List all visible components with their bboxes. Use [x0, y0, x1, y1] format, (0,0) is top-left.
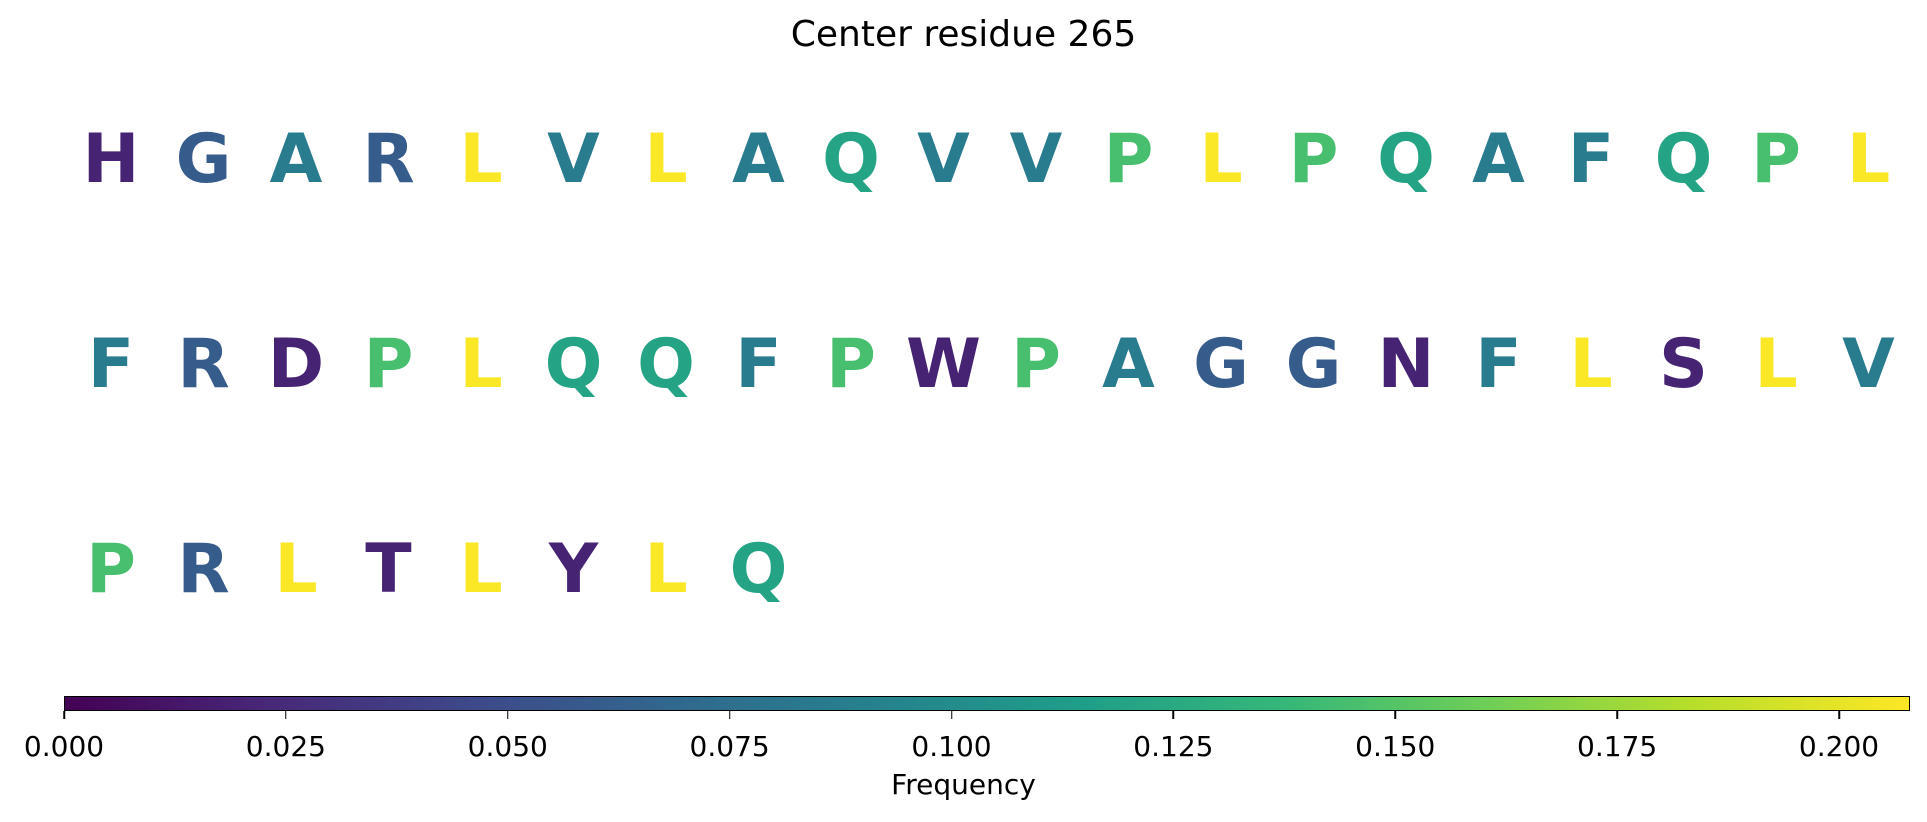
colorbar-tick: [285, 711, 287, 719]
colorbar-tick: [1394, 711, 1396, 719]
colorbar-tick-label: 0.200: [1798, 730, 1880, 763]
colorbar-tick-label: 0.025: [245, 730, 326, 763]
residue-letter: P: [1751, 120, 1801, 199]
residue-letter: H: [82, 120, 140, 199]
residue-letter: W: [905, 325, 982, 404]
colorbar-tick-label: 0.100: [911, 730, 992, 763]
residue-letter: S: [1659, 325, 1708, 404]
residue-letter: L: [274, 530, 318, 609]
residue-letter: Q: [544, 325, 603, 404]
colorbar-tick: [1616, 711, 1618, 719]
colorbar-tick: [63, 711, 65, 719]
colorbar: [64, 696, 1910, 711]
residue-letter: P: [1288, 120, 1339, 199]
residue-letter: R: [362, 120, 415, 199]
residue-letter: P: [86, 530, 136, 609]
residue-letter: F: [87, 325, 135, 404]
residue-letter: L: [459, 325, 503, 404]
residue-letter: F: [1475, 325, 1522, 404]
residue-letter: A: [1102, 325, 1155, 404]
residue-letter: Q: [822, 120, 880, 199]
colorbar-tick-label: 0.150: [1355, 730, 1436, 763]
residue-letter: V: [547, 120, 600, 199]
residue-letter: Q: [729, 530, 788, 609]
colorbar-tick-label: 0.075: [689, 730, 770, 763]
colorbar-tick-label: 0.050: [467, 730, 548, 763]
residue-letter: P: [363, 325, 414, 404]
colorbar-tick-label: 0.000: [23, 730, 105, 763]
colorbar-tick: [1172, 711, 1175, 719]
residue-letter: P: [826, 325, 876, 404]
colorbar-label: Frequency: [891, 768, 1036, 801]
residue-letter: F: [1567, 120, 1615, 199]
residue-letter: A: [732, 120, 785, 199]
colorbar-tick-label: 0.125: [1133, 730, 1214, 763]
residue-letter: L: [1846, 120, 1891, 199]
residue-letter: L: [1569, 325, 1613, 404]
residue-letter: L: [1754, 325, 1798, 404]
colorbar-tick: [728, 711, 731, 719]
residue-letter: G: [1285, 325, 1342, 404]
colorbar-tick: [507, 711, 509, 719]
residue-letter: L: [459, 530, 503, 609]
residue-letter: Q: [637, 325, 695, 404]
residue-letter: R: [177, 325, 230, 404]
residue-letter: N: [1377, 325, 1435, 404]
residue-letter: G: [175, 120, 232, 199]
residue-letter: G: [1193, 325, 1249, 404]
residue-letter: Q: [1654, 120, 1713, 199]
residue-letter: V: [917, 120, 970, 199]
residue-letter: Q: [1377, 120, 1435, 199]
residue-letter: R: [177, 530, 230, 609]
chart-title: Center residue 265: [790, 14, 1137, 55]
residue-letter: A: [1472, 120, 1525, 199]
residue-letter: L: [644, 530, 688, 609]
colorbar-tick: [1838, 711, 1840, 719]
colorbar-tick: [950, 711, 953, 719]
residue-letter: V: [1009, 120, 1063, 199]
residue-letter: L: [1199, 120, 1243, 199]
residue-letter: L: [459, 120, 503, 199]
residue-letter: V: [1842, 325, 1895, 404]
residue-letter: Y: [548, 530, 599, 609]
residue-letter: D: [267, 325, 325, 404]
residue-letter: A: [269, 120, 323, 199]
colorbar-tick-label: 0.175: [1577, 730, 1658, 763]
residue-letter: P: [1011, 325, 1061, 404]
residue-letter: L: [644, 120, 688, 199]
residue-letter: F: [735, 325, 782, 404]
residue-letter: P: [1103, 120, 1154, 199]
residue-letter: T: [365, 530, 412, 609]
